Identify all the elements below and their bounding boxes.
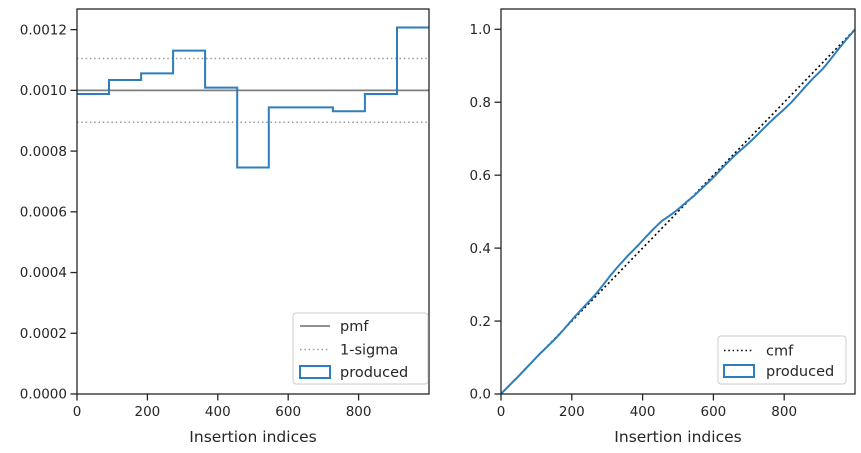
cmf-subplot: 0 200 400 600 800 0.0 0.2 0.4 0.6 0.8 1.0 Insertion… [470,8,856,446]
x-tick-label: 800 [771,404,797,420]
pmf-subplot: 0 200 400 600 800 0.0000 0.0002 0.0004 0.0006 0.0… [20,8,430,446]
cmf-reference-line [500,28,856,395]
y-tick-label: 0.0006 [20,205,67,221]
x-axis-label: Insertion indices [614,428,741,446]
y-tick-label: 0.0 [470,387,491,403]
produced-cmf-line [500,28,856,395]
y-tick-label: 0.0004 [20,265,67,281]
x-tick-label: 600 [701,404,727,420]
y-tick-label: 0.0010 [20,83,67,99]
y-tick-label: 1.0 [470,22,491,38]
y-tick-label: 0.0000 [20,387,67,403]
y-tick-label: 0.0002 [20,326,67,342]
legend-label: cmf [766,344,794,360]
x-tick-label: 600 [275,404,301,420]
legend-label: 1-sigma [340,343,398,359]
x-tick-label: 400 [630,404,656,420]
y-tick-label: 0.6 [470,168,491,184]
legend-sample-produced [299,365,331,379]
y-tick-label: 0.0012 [20,22,67,38]
legend-sample-produced [723,364,755,378]
legend-label: produced [340,365,408,381]
x-tick-label: 200 [135,404,161,420]
y-tick-label: 0.0008 [20,144,67,160]
x-axis-label: Insertion indices [189,428,316,446]
produced-step-line [77,26,429,169]
legend-label: pmf [340,319,369,335]
axes-spines [76,8,430,395]
y-tick-label: 0.4 [470,241,491,257]
x-tick-label: 0 [497,404,506,420]
x-tick-label: 800 [346,404,372,420]
x-tick-label: 400 [205,404,231,420]
x-tick-label: 200 [559,404,585,420]
legend-label: produced [766,364,834,380]
x-tick-label: 0 [73,404,82,420]
axes-spines [500,8,856,395]
y-tick-label: 0.2 [470,314,491,330]
y-tick-label: 0.8 [470,95,491,111]
